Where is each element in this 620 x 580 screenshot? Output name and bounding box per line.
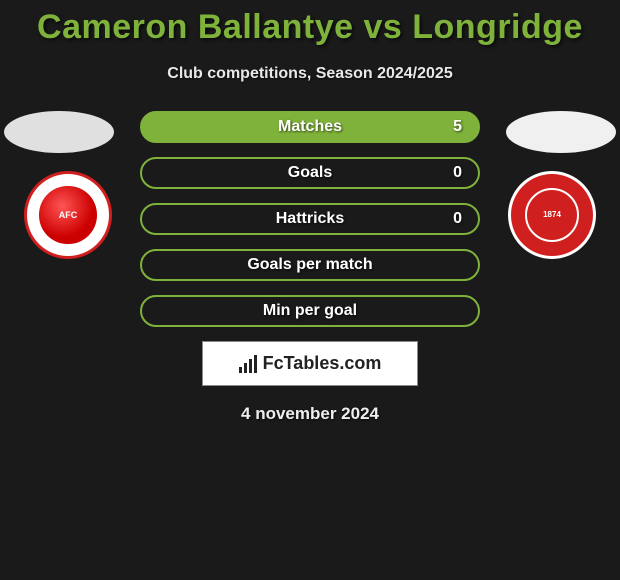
stat-row: Goals 0 bbox=[140, 157, 480, 189]
chart-icon bbox=[239, 355, 257, 373]
snapshot-date: 4 november 2024 bbox=[0, 404, 620, 424]
club-crest-left: AFC bbox=[24, 171, 112, 259]
stat-label: Goals per match bbox=[247, 256, 372, 274]
player-left-avatar bbox=[4, 111, 114, 153]
player-right-avatar bbox=[506, 111, 616, 153]
club-crest-right: 1874 bbox=[508, 171, 596, 259]
stat-value: 0 bbox=[453, 164, 462, 182]
stat-label: Goals bbox=[288, 164, 332, 182]
stat-row: Min per goal bbox=[140, 295, 480, 327]
club-crest-right-label: 1874 bbox=[525, 188, 579, 242]
page-title: Cameron Ballantye vs Longridge bbox=[0, 0, 620, 47]
stat-label: Hattricks bbox=[276, 210, 344, 228]
stat-row: Matches 5 bbox=[140, 111, 480, 143]
stat-row: Goals per match bbox=[140, 249, 480, 281]
stat-value: 0 bbox=[453, 210, 462, 228]
club-crest-left-label: AFC bbox=[39, 186, 96, 243]
source-logo-text: FcTables.com bbox=[263, 353, 382, 374]
stat-label: Matches bbox=[278, 118, 342, 136]
stat-row: Hattricks 0 bbox=[140, 203, 480, 235]
stat-label: Min per goal bbox=[263, 302, 357, 320]
comparison-area: AFC 1874 Matches 5 Goals 0 Hattricks 0 Goals p… bbox=[0, 111, 620, 327]
source-logo: FcTables.com bbox=[202, 341, 418, 386]
subtitle: Club competitions, Season 2024/2025 bbox=[0, 65, 620, 83]
stats-list: Matches 5 Goals 0 Hattricks 0 Goals per match M… bbox=[140, 111, 480, 327]
stat-value: 5 bbox=[453, 118, 462, 136]
